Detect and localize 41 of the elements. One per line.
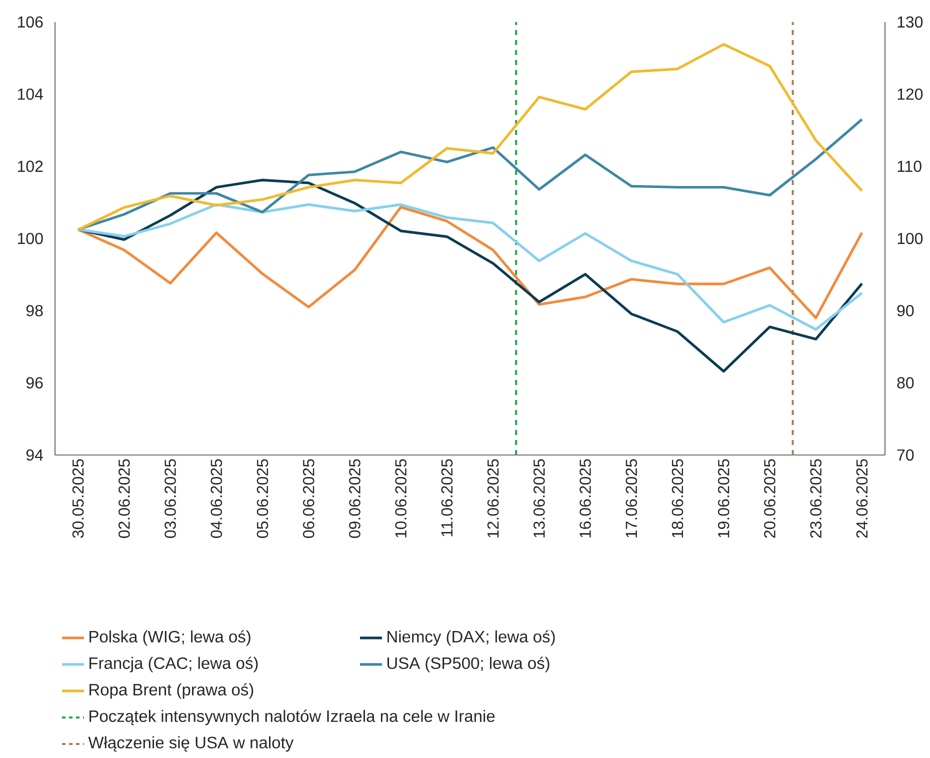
legend-label: Polska (WIG; lewa oś) — [90, 630, 250, 646]
x-tick-label: 06.06.2025 — [302, 459, 314, 538]
x-tick-label: 30.05.2025 — [72, 459, 84, 538]
legend-label: USA (SP500; lewa oś) — [387, 656, 550, 672]
y-tick-label: 104 — [18, 88, 43, 100]
x-tick-label: 17.06.2025 — [626, 459, 638, 538]
y-tick-label: 96 — [26, 377, 43, 388]
legend-label: Początek intensywnych nalotów Izraela na cele w Iranie — [90, 710, 495, 726]
x-tick-label: 09.06.2025 — [349, 459, 360, 538]
x-tick-label: 19.06.2025 — [718, 459, 730, 538]
x-tick-label: 02.06.2025 — [118, 459, 130, 538]
x-tick-label: 11.06.2025 — [441, 459, 453, 536]
y2-tick-label: 90 — [897, 305, 914, 316]
x-tick-label: 20.06.2025 — [764, 459, 776, 538]
y2-tick-label: 70 — [897, 449, 914, 461]
x-tick-label: 16.06.2025 — [580, 459, 591, 538]
y-tick-label: 98 — [26, 305, 43, 316]
y-tick-label: 100 — [18, 232, 43, 244]
y-tick-label: 106 — [18, 16, 43, 28]
legend-label: Włączenie się USA w naloty — [88, 736, 294, 752]
x-tick-label: 23.06.2025 — [810, 459, 822, 538]
x-tick-label: 04.06.2025 — [210, 459, 222, 538]
x-tick-label: 12.06.2025 — [487, 459, 499, 538]
x-tick-label: 05.06.2025 — [256, 459, 268, 538]
x-tick-label: 18.06.2025 — [672, 459, 684, 538]
y-tick-label: 94 — [26, 449, 43, 461]
y2-tick-label: 130 — [898, 16, 923, 28]
legend-label: Francja (CAC; lewa oś) — [90, 656, 258, 672]
x-tick-label: 03.06.2025 — [164, 459, 176, 538]
x-tick-label: 13.06.2025 — [534, 459, 545, 538]
x-tick-label: 10.06.2025 — [395, 459, 406, 538]
legend-label: Niemcy (DAX; lewa oś) — [388, 630, 555, 646]
y2-tick-label: 120 — [898, 88, 923, 100]
x-tick-label: 24.06.2025 — [856, 459, 868, 538]
y2-tick-label: 100 — [898, 232, 923, 244]
y2-tick-label: 110 — [898, 160, 922, 172]
y2-tick-label: 80 — [897, 377, 914, 388]
line-series — [76, 118, 864, 231]
legend-label: Ropa Brent (prawa oś) — [90, 683, 254, 699]
y-tick-label: 102 — [18, 160, 43, 172]
line-series — [76, 43, 864, 232]
